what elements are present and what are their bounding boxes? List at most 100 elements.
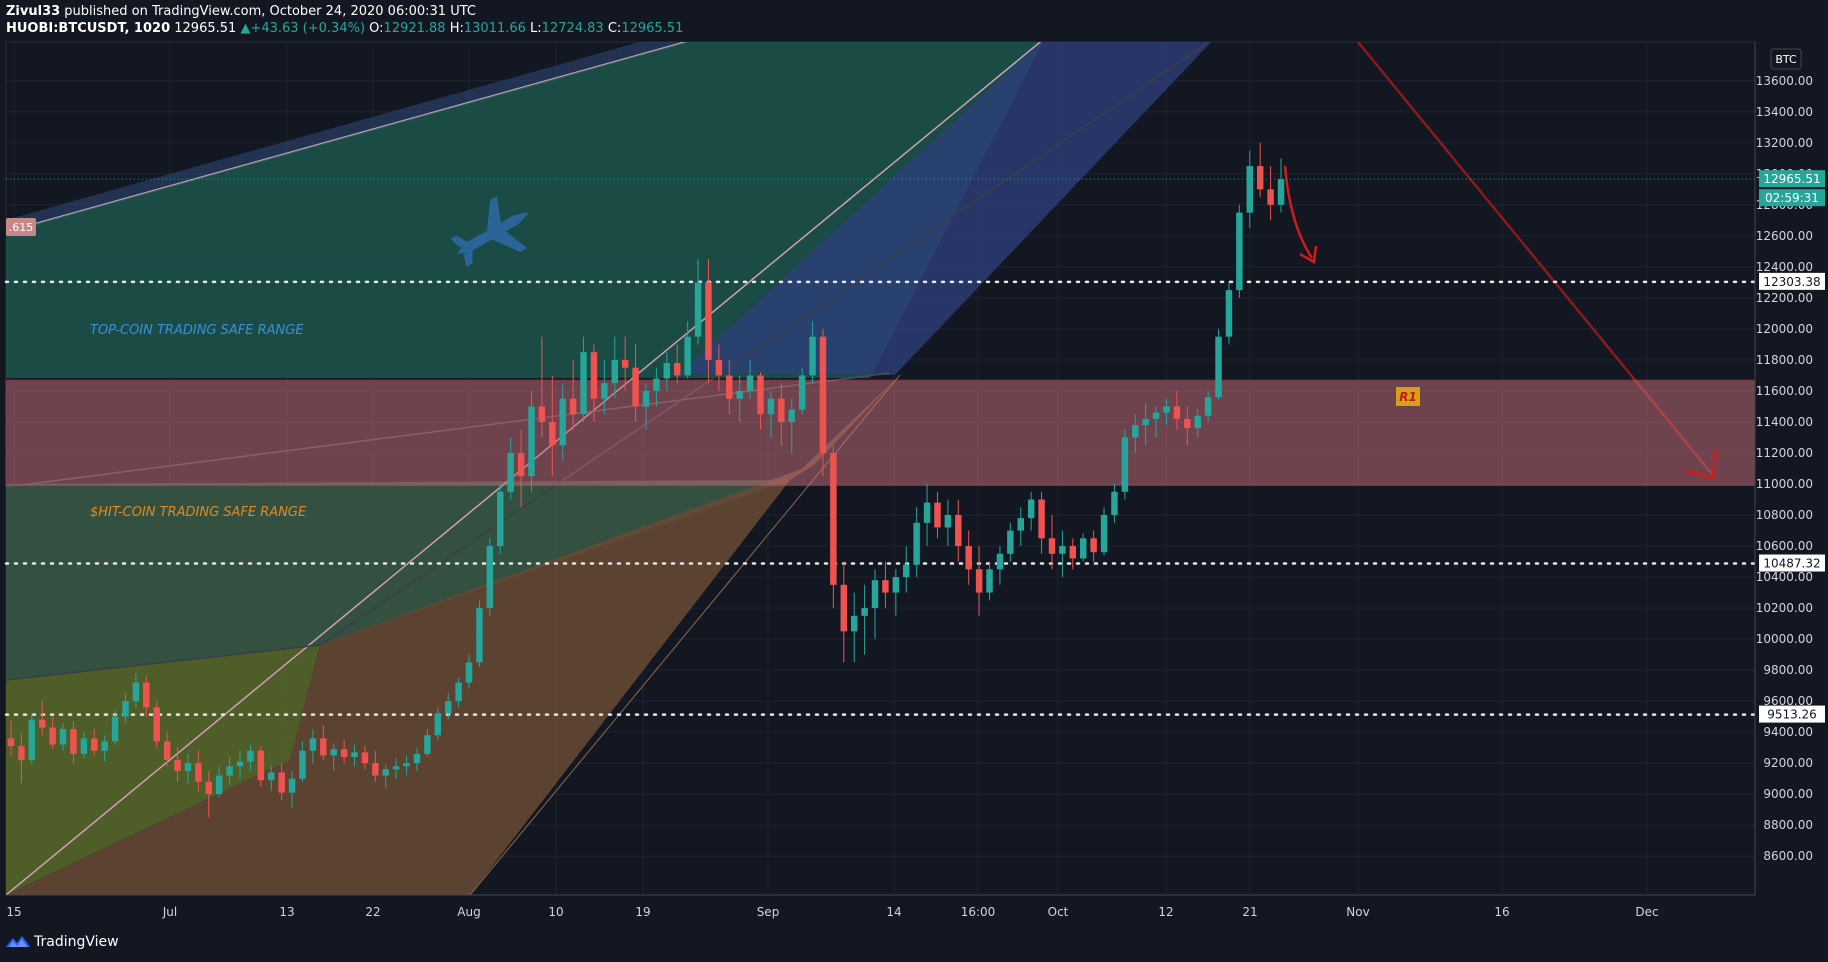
price-tick-label: 11200.00 — [1756, 446, 1813, 460]
price-tick-label: 8800.00 — [1763, 818, 1813, 832]
candle-body — [892, 577, 900, 593]
candle-body — [309, 738, 317, 751]
countdown-tag — [1759, 189, 1825, 207]
candle-body — [1132, 425, 1139, 438]
candle-body — [1017, 518, 1024, 531]
downtrend-arrow-head — [1685, 449, 1718, 480]
candle-body — [382, 769, 389, 776]
candle-body — [632, 367, 639, 407]
tradingview-logo-icon[interactable] — [6, 934, 30, 950]
candle-body — [1184, 418, 1191, 429]
price-change: +43.63 (+0.34%) — [250, 21, 366, 36]
candle-body — [705, 282, 712, 360]
time-tick-label: 22 — [365, 905, 380, 919]
candle-body — [1007, 530, 1014, 554]
candle-body — [351, 752, 358, 757]
price-tick-label: 9200.00 — [1763, 756, 1813, 770]
level-tag-label: 9513.26 — [1767, 708, 1817, 722]
candle-body — [1069, 546, 1077, 559]
candle-body — [538, 406, 546, 422]
airplane-icon — [450, 196, 529, 267]
time-tick-label: Aug — [457, 905, 480, 919]
symbol-label[interactable]: HUOBI:BTCUSDT, 1020 — [6, 21, 171, 36]
current-price-tag — [1759, 170, 1825, 188]
currency-badge[interactable] — [1770, 48, 1802, 70]
candle-body — [132, 682, 140, 702]
candle-body — [590, 352, 598, 399]
candle-body — [830, 452, 837, 585]
candle-body — [819, 336, 827, 453]
candle-body — [642, 390, 650, 407]
pullback-arrow-head — [1299, 245, 1318, 265]
candle-body — [70, 729, 77, 754]
candle-body — [153, 707, 160, 742]
candle-body — [601, 383, 608, 399]
candle-body — [1121, 437, 1129, 492]
tradingview-brand[interactable]: TradingView — [34, 934, 119, 950]
candle-body — [111, 716, 119, 742]
candle-body — [268, 772, 275, 781]
level-tag — [1759, 272, 1825, 290]
price-tick-label: 11800.00 — [1756, 353, 1813, 367]
candle-body — [39, 719, 46, 728]
candle-body — [778, 398, 785, 422]
candle-body — [809, 336, 816, 376]
high-label: H: — [449, 21, 464, 36]
candle-body — [975, 569, 983, 593]
fib-tag — [6, 218, 36, 236]
candle-body — [1236, 212, 1243, 291]
low-value: 12724.83 — [541, 21, 604, 36]
price-tick-label: 9600.00 — [1763, 694, 1813, 708]
candle-body — [28, 719, 36, 761]
candle-body — [861, 608, 868, 616]
candle-body — [684, 336, 691, 376]
candle-body — [1246, 166, 1253, 213]
publish-line: Zivul33 published on TradingView.com, Oc… — [6, 4, 476, 19]
time-tick-label: 16:00 — [961, 905, 996, 919]
candle-body — [569, 398, 577, 415]
last-price: 12965.51 — [174, 21, 237, 36]
time-tick-label: Dec — [1635, 905, 1658, 919]
price-chart[interactable]: TOP-COIN TRADING SAFE RANGE $HIT-COIN TR… — [0, 0, 1828, 924]
candle-body — [1111, 491, 1118, 516]
shit-coin-label: $HIT-COIN TRADING SAFE RANGE — [90, 505, 307, 520]
candle-body — [18, 746, 25, 761]
candle-body — [1079, 538, 1087, 559]
candle-body — [91, 738, 98, 751]
price-tick-label: 9800.00 — [1763, 663, 1813, 677]
level-tag — [1759, 554, 1825, 572]
horizontal-levels — [4, 280, 1757, 716]
candle-body — [236, 761, 244, 767]
time-tick-label: 12 — [1158, 905, 1173, 919]
price-tick-label: 11600.00 — [1756, 384, 1813, 398]
currency-badge-label: BTC — [1775, 53, 1797, 66]
level-tags: 12303.38 10487.32 9513.26 — [1759, 272, 1825, 723]
candle-body — [1048, 538, 1056, 554]
candle-body — [1038, 499, 1045, 539]
candle-body — [1256, 166, 1264, 190]
candle-body — [798, 375, 806, 410]
candle-body — [903, 564, 910, 578]
fan-line-diagonal — [319, 42, 1211, 646]
candle-body — [674, 363, 681, 376]
candle-body — [726, 375, 733, 399]
candle-body — [944, 515, 952, 528]
time-tick-label: 10 — [548, 905, 563, 919]
candle-body — [653, 378, 660, 391]
candle-body — [965, 546, 972, 570]
footer: TradingView — [0, 924, 1828, 962]
candle-body — [517, 452, 525, 477]
candle-body — [59, 729, 67, 745]
candle-body — [736, 390, 743, 399]
candle-body — [663, 363, 671, 379]
price-tick-label: 10600.00 — [1756, 539, 1813, 553]
candle-body — [424, 735, 431, 754]
author-name[interactable]: Zivul33 — [6, 4, 61, 19]
candle-body — [840, 584, 848, 632]
candle-body — [215, 775, 223, 795]
price-tick-label: 9400.00 — [1763, 725, 1813, 739]
r1-badge — [1396, 387, 1420, 406]
candle-body — [986, 569, 993, 593]
candle-body — [80, 738, 88, 754]
candle-body — [184, 763, 192, 771]
